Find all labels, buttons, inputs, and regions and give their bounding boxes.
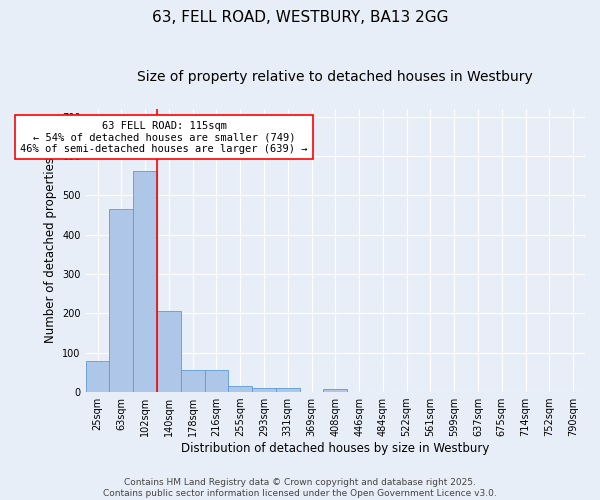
Y-axis label: Number of detached properties: Number of detached properties (44, 158, 57, 344)
Text: Contains HM Land Registry data © Crown copyright and database right 2025.
Contai: Contains HM Land Registry data © Crown c… (103, 478, 497, 498)
Title: Size of property relative to detached houses in Westbury: Size of property relative to detached ho… (137, 70, 533, 84)
Text: 63 FELL ROAD: 115sqm
← 54% of detached houses are smaller (749)
46% of semi-deta: 63 FELL ROAD: 115sqm ← 54% of detached h… (20, 120, 308, 154)
Bar (323, 389, 347, 392)
Text: 63, FELL ROAD, WESTBURY, BA13 2GG: 63, FELL ROAD, WESTBURY, BA13 2GG (152, 10, 448, 25)
Bar (229, 386, 252, 392)
Bar (276, 388, 299, 392)
X-axis label: Distribution of detached houses by size in Westbury: Distribution of detached houses by size … (181, 442, 490, 455)
Bar (157, 310, 181, 392)
Bar (86, 362, 109, 392)
Bar (109, 209, 133, 392)
Bar (181, 370, 205, 392)
Bar (133, 170, 157, 392)
Bar (252, 388, 276, 392)
Bar (205, 370, 229, 392)
